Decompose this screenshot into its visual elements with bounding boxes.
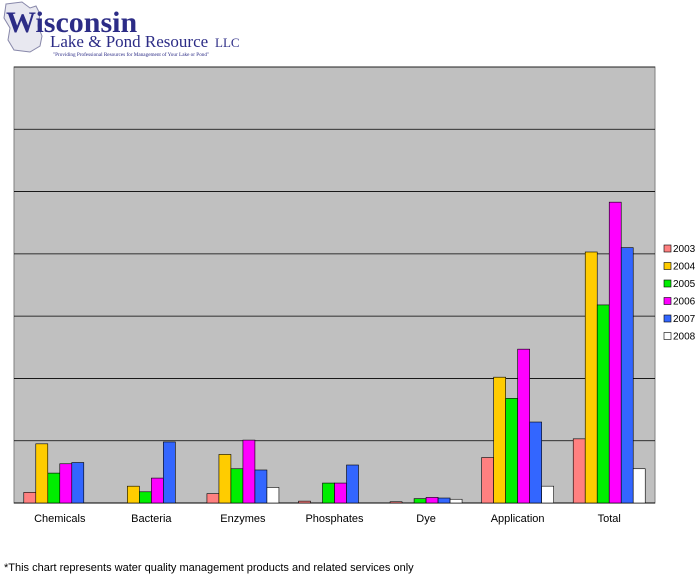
legend-swatch xyxy=(663,297,672,305)
bar-2004-total xyxy=(584,251,598,504)
bar-2005-phosphates xyxy=(322,482,335,504)
bar-2003-chemicals xyxy=(23,492,37,504)
x-tick-label: Chemicals xyxy=(34,513,86,525)
legend: 2003 2004 2005 2006 2007 2008 xyxy=(663,244,696,343)
bar-2005-enzymes xyxy=(230,468,244,504)
wisconsin-map-outline xyxy=(3,1,43,53)
bar-2004-bacteria xyxy=(127,485,140,504)
logo-line1: Wisconsin xyxy=(6,6,137,39)
bar-2008-total xyxy=(632,468,646,504)
bar-2005-dye xyxy=(413,498,427,504)
bar-chart: Chemicals Bacteria Enzymes Phosphates Dye App… xyxy=(13,66,696,525)
legend-label: 2003 xyxy=(673,244,696,255)
legend-swatch xyxy=(663,332,672,340)
bar-2006-dye xyxy=(425,497,439,504)
bar-2006-chemicals xyxy=(59,463,73,504)
x-axis-tick-labels: Chemicals Bacteria Enzymes Phosphates Dye App… xyxy=(34,513,621,525)
legend-label: 2008 xyxy=(673,332,696,343)
bar-2003-total xyxy=(572,438,586,504)
x-tick-label: Phosphates xyxy=(305,513,364,525)
bar-2006-bacteria xyxy=(151,477,164,504)
footnote: *This chart represents water quality man… xyxy=(4,562,414,574)
bar-2006-total xyxy=(608,201,622,504)
bar-2007-phosphates xyxy=(346,464,359,504)
logo-tagline: "Providing Professional Resources for Ma… xyxy=(53,51,209,58)
x-tick-label: Total xyxy=(598,513,621,525)
x-tick-label: Enzymes xyxy=(220,513,266,525)
bar-2008-enzymes xyxy=(266,487,280,504)
bar-2006-application xyxy=(517,348,530,504)
legend-label: 2005 xyxy=(673,279,696,290)
bar-2007-enzymes xyxy=(254,469,268,504)
plot-background xyxy=(13,66,656,504)
bar-2007-bacteria xyxy=(163,441,176,504)
bar-2007-total xyxy=(620,247,634,504)
bar-2004-application xyxy=(493,376,506,504)
x-tick-label: Bacteria xyxy=(131,513,172,525)
legend-swatch xyxy=(663,244,672,253)
legend-swatch xyxy=(663,314,672,323)
bar-2008-application xyxy=(541,485,554,504)
bar-2003-dye xyxy=(389,501,403,504)
logo-line2: Lake & Pond Resource xyxy=(50,32,208,51)
bars-layer xyxy=(23,201,646,504)
logo-suffix: LLC xyxy=(215,35,240,50)
x-tick-label: Dye xyxy=(416,513,436,525)
bar-2006-phosphates xyxy=(334,482,347,504)
bar-2005-chemicals xyxy=(47,472,61,504)
bar-2008-dye xyxy=(449,498,463,504)
bar-2003-enzymes xyxy=(206,493,220,504)
bar-2004-chemicals xyxy=(35,443,49,504)
legend-swatch xyxy=(663,279,672,288)
legend-label: 2006 xyxy=(673,297,696,308)
plot-area xyxy=(13,66,656,504)
bar-2003-application xyxy=(481,457,494,504)
bar-2003-phosphates xyxy=(298,500,311,504)
bar-2007-dye xyxy=(437,497,451,504)
legend-swatch xyxy=(663,262,672,270)
bar-2004-enzymes xyxy=(218,454,232,504)
x-tick-label: Application xyxy=(491,513,545,525)
legend-label: 2007 xyxy=(673,314,696,325)
bar-2006-enzymes xyxy=(242,439,256,504)
bar-2005-application xyxy=(505,398,518,504)
company-logo: Wisconsin Lake & Pond Resource LLC "Prov… xyxy=(3,1,240,58)
bar-2005-bacteria xyxy=(139,491,152,504)
legend-label: 2004 xyxy=(673,262,696,273)
bar-2005-total xyxy=(596,304,610,504)
bar-2007-chemicals xyxy=(71,462,85,504)
bar-2007-application xyxy=(529,421,542,504)
